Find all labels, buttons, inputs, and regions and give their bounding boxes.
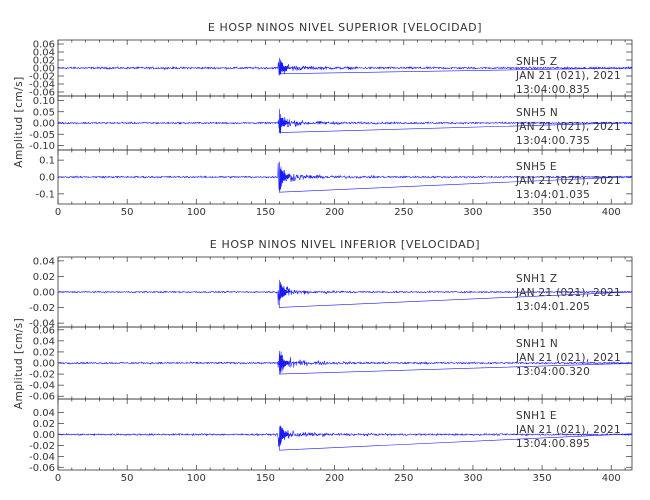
record-time: 13:04:00.835: [516, 84, 590, 96]
x-tick-label: 100: [187, 207, 206, 218]
y-tick-label: -0.04: [29, 80, 55, 91]
x-tick-label: 150: [256, 207, 275, 218]
chart-upper: E HOSP NINOS NIVEL SUPERIOR [VELOCIDAD] A…: [13, 21, 633, 218]
y-tick-label: -0.02: [29, 72, 55, 83]
x-tick-label: 0: [55, 473, 61, 484]
x-tick-label: 150: [256, 473, 275, 484]
y-tick-label: -0.04: [29, 319, 55, 330]
y-tick-label: 0.00: [33, 64, 55, 75]
y-tick-label: 0.0: [39, 173, 55, 184]
y-tick-label: 0.04: [33, 256, 55, 267]
y-tick-label: 0.05: [33, 107, 55, 118]
y-tick-label: 0.00: [33, 359, 55, 370]
x-tick-label: 50: [121, 473, 134, 484]
y-tick-label: -0.04: [29, 381, 55, 392]
waveform-trace: [58, 161, 632, 193]
y-tick-label: -0.02: [29, 303, 55, 314]
waveform-trace: [58, 108, 632, 134]
record-date: JAN 21 (021), 2021: [515, 424, 621, 436]
y-tick-label: 0.00: [33, 119, 55, 130]
y-tick-label: -0.06: [29, 463, 55, 474]
y-tick-label: -0.06: [29, 392, 55, 403]
y-tick-label: -0.06: [29, 88, 55, 99]
chart-title: E HOSP NINOS NIVEL INFERIOR [VELOCIDAD]: [210, 238, 480, 251]
x-tick-label: 300: [463, 473, 482, 484]
record-time: 13:04:00.320: [516, 366, 590, 378]
x-tick-label: 0: [55, 207, 61, 218]
station-component-label: SNH1 E: [516, 410, 557, 422]
record-time: 13:04:00.735: [516, 135, 590, 147]
panel-snh1-z: 0.04 0.02 0.00 -0.02 -0.04 SNH1 Z JAN 21 (021)…: [29, 256, 633, 330]
record-date: JAN 21 (021), 2021: [515, 287, 621, 299]
y-tick-label: 0.00: [33, 430, 55, 441]
x-tick-label: 250: [394, 473, 413, 484]
panel-snh5-z: 0.060.040.020.00-0.02-0.04-0.06 SNH5 Z JAN…: [29, 40, 633, 99]
panel-snh5-e: 0.1 0.0 -0.1 SNH5 E JAN 21 (021), 2021 13:04:…: [35, 149, 633, 205]
record-date: JAN 21 (021), 2021: [515, 121, 621, 133]
station-component-label: SNH1 Z: [516, 273, 557, 285]
x-tick-label: 200: [325, 473, 344, 484]
y-tick-label: -0.04: [29, 452, 55, 463]
panel-snh5-n: 0.100.050.00-0.05-0.10 SNH5 N JAN 21 (021)…: [29, 95, 633, 152]
y-axis-label: Amplitud [cm/s]: [13, 76, 25, 167]
waveform-trace: [58, 425, 632, 451]
record-date: JAN 21 (021), 2021: [515, 175, 621, 187]
y-tick-label: 0.02: [33, 419, 55, 430]
x-tick-label: 350: [533, 207, 552, 218]
y-tick-label: 0.04: [33, 48, 55, 59]
station-component-label: SNH5 E: [516, 161, 557, 173]
y-tick-label: -0.05: [29, 130, 55, 141]
y-tick-label: 0.06: [33, 325, 55, 336]
y-tick-label: 0.02: [33, 272, 55, 283]
waveform-trace: [58, 57, 632, 76]
x-tick-label: 400: [602, 473, 621, 484]
x-tick-label: 50: [121, 207, 134, 218]
x-tick-label: 250: [394, 207, 413, 218]
record-time: 13:04:01.035: [516, 189, 590, 201]
station-component-label: SNH5 N: [516, 107, 558, 119]
y-tick-label: -0.02: [29, 370, 55, 381]
y-tick-label: -0.10: [29, 141, 55, 152]
x-tick-label: 300: [463, 207, 482, 218]
y-tick-label: 0.10: [33, 96, 55, 107]
y-tick-label: 0.1: [39, 156, 55, 167]
station-component-label: SNH1 N: [516, 338, 558, 350]
record-time: 13:04:00.895: [516, 438, 590, 450]
y-tick-label: 0.00: [33, 288, 55, 299]
x-tick-label: 350: [533, 473, 552, 484]
y-tick-label: 0.06: [33, 40, 55, 51]
station-component-label: SNH5 Z: [516, 56, 557, 68]
panel-snh1-e: 0.040.020.00-0.02-0.04-0.06 SNH1 E JAN 21 …: [29, 398, 633, 474]
y-tick-label: 0.02: [33, 347, 55, 358]
record-date: JAN 21 (021), 2021: [515, 352, 621, 364]
x-tick-label: 400: [602, 207, 621, 218]
waveform-trace: [58, 350, 632, 375]
y-tick-label: -0.1: [35, 189, 55, 200]
x-tick-label: 200: [325, 207, 344, 218]
chart-lower: E HOSP NINOS NIVEL INFERIOR [VELOCIDAD] A…: [13, 238, 633, 484]
y-tick-label: -0.02: [29, 441, 55, 452]
y-tick-label: 0.04: [33, 408, 55, 419]
waveform-trace: [58, 279, 632, 308]
record-date: JAN 21 (021), 2021: [515, 70, 621, 82]
x-tick-label: 100: [187, 473, 206, 484]
chart-title: E HOSP NINOS NIVEL SUPERIOR [VELOCIDAD]: [208, 21, 482, 34]
record-time: 13:04:01.205: [516, 301, 590, 313]
y-axis-label: Amplitud [cm/s]: [13, 318, 25, 409]
panel-snh1-n: 0.060.040.020.00-0.02-0.04-0.06 SNH1 N JAN…: [29, 325, 633, 403]
y-tick-label: 0.04: [33, 336, 55, 347]
y-tick-label: 0.02: [33, 56, 55, 67]
